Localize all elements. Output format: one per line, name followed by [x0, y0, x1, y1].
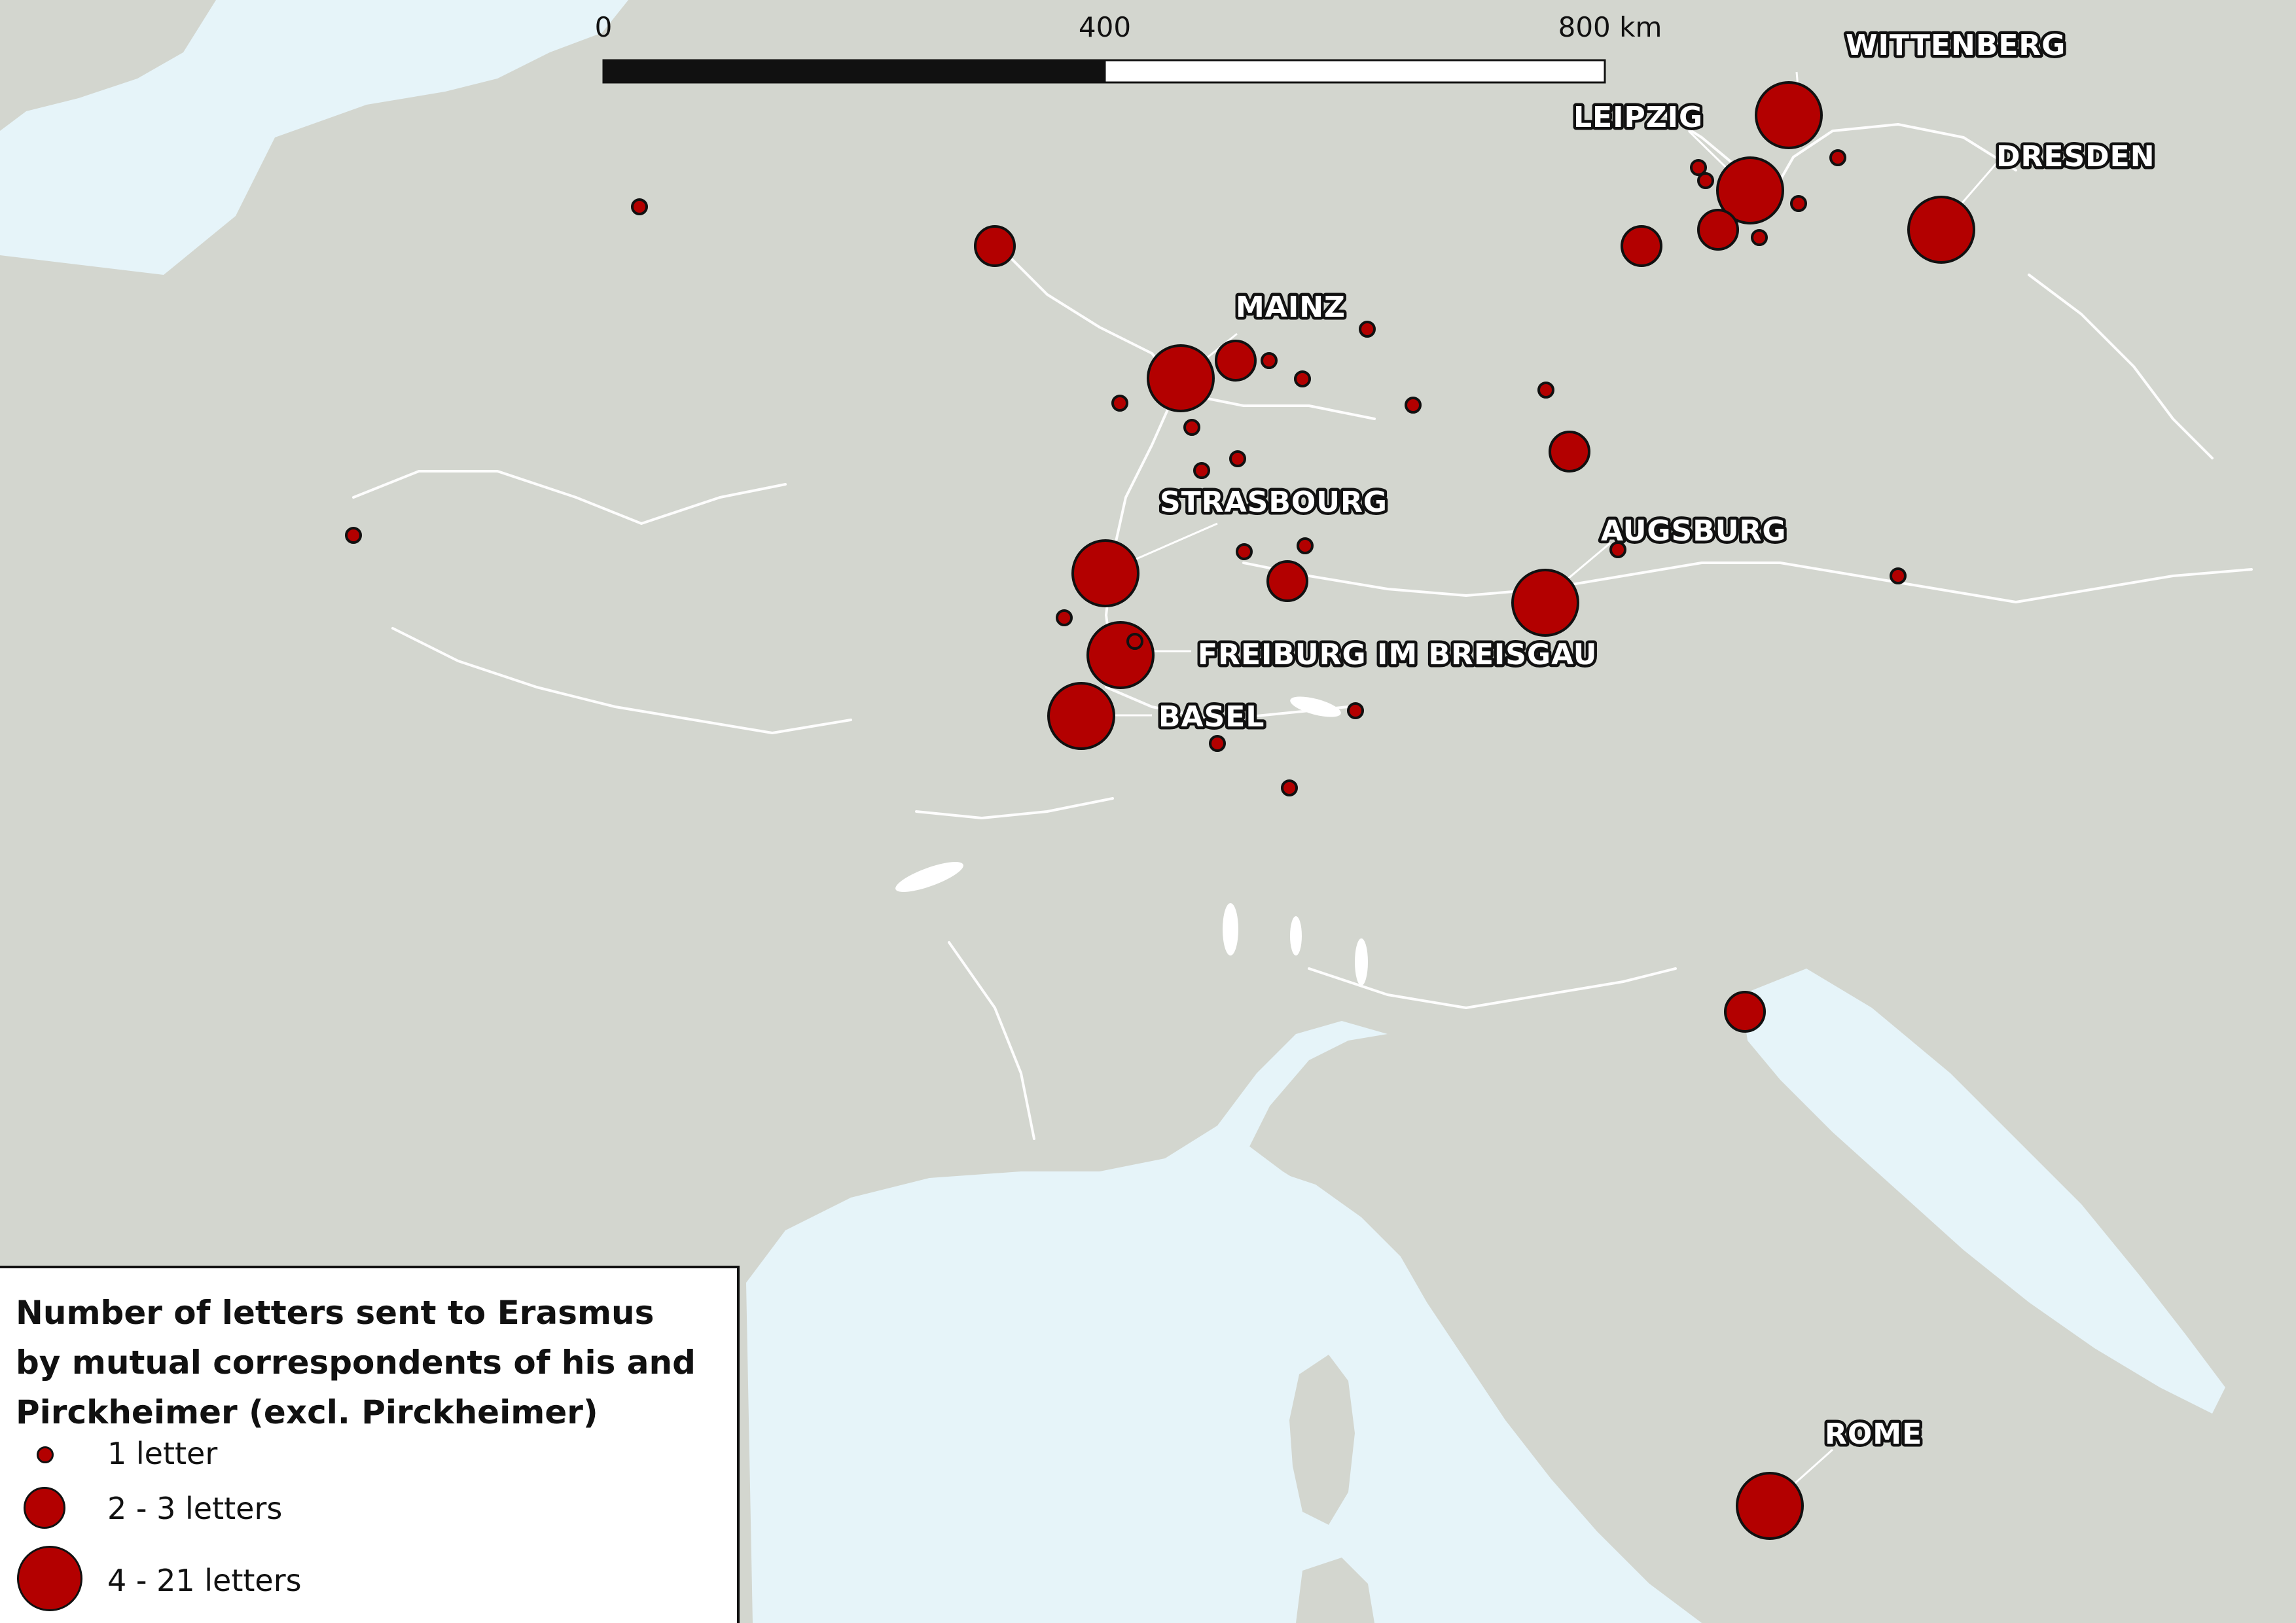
- marker-large[interactable]: [1071, 539, 1139, 607]
- city-label-freiburg: FREIBURG IM BREISGAU: [1198, 638, 1598, 671]
- marker-large[interactable]: [1047, 682, 1115, 750]
- scale-label-0: 0: [595, 11, 613, 43]
- marker-small[interactable]: [1297, 537, 1314, 554]
- marker-small[interactable]: [1609, 541, 1626, 558]
- city-label-rome: ROME: [1825, 1418, 1922, 1451]
- legend-title-line: Pirckheimer (excl. Pirckheimer): [16, 1393, 598, 1431]
- city-label-mainz: MAINZ: [1236, 291, 1346, 324]
- marker-small[interactable]: [631, 198, 648, 215]
- lakes: [895, 696, 1368, 986]
- sea-tyrrhenian: [746, 1132, 1702, 1623]
- city-label-dresden: DRESDEN: [1996, 140, 2155, 173]
- marker-medium[interactable]: [974, 225, 1016, 267]
- legend-row-small: 1 letter: [0, 1431, 720, 1489]
- city-label-leipzig: LEIPZIG: [1573, 101, 1703, 134]
- legend-symbol-large: [17, 1546, 82, 1611]
- scale-label-400: 400: [1079, 11, 1131, 43]
- marker-small[interactable]: [1359, 321, 1376, 338]
- legend-title-line: Number of letters sent to Erasmus: [16, 1294, 655, 1332]
- marker-medium[interactable]: [1549, 431, 1590, 473]
- legend-label-medium: 2 - 3 letters: [107, 1491, 283, 1526]
- marker-medium[interactable]: [1266, 560, 1308, 602]
- sea-adriatic: [1741, 969, 2225, 1414]
- legend-title-line: by mutual correspondents of his and: [16, 1344, 696, 1382]
- marker-large[interactable]: [1907, 196, 1975, 264]
- marker-medium[interactable]: [1697, 209, 1739, 251]
- marker-small[interactable]: [1537, 382, 1554, 399]
- city-labels: WITTENBERG LEIPZIG DRESDEN MAINZ STRASBO…: [1156, 26, 2158, 1454]
- marker-small[interactable]: [1405, 397, 1422, 414]
- marker-small[interactable]: [345, 527, 362, 544]
- marker-small[interactable]: [1751, 229, 1768, 246]
- marker-small[interactable]: [1829, 149, 1846, 166]
- legend-label-small: 1 letter: [107, 1436, 218, 1471]
- marker-large[interactable]: [1736, 1472, 1804, 1540]
- scale-bar: 0 400 800 km: [595, 11, 1662, 84]
- legend-symbol-small: [37, 1446, 54, 1463]
- marker-large[interactable]: [1755, 81, 1823, 149]
- legend-title: Number of letters sent to Erasmus by mut…: [16, 1288, 729, 1437]
- marker-medium[interactable]: [1621, 225, 1662, 267]
- marker-large[interactable]: [1086, 621, 1155, 689]
- marker-large[interactable]: [1511, 569, 1579, 637]
- marker-small[interactable]: [1347, 702, 1364, 719]
- marker-small[interactable]: [1183, 419, 1200, 436]
- city-label-augsburg: AUGSBURG: [1601, 514, 1787, 548]
- letter-markers: [345, 81, 1975, 1540]
- sea-channel: [0, 118, 216, 255]
- city-label-strasbourg: STRASBOURG: [1160, 486, 1388, 519]
- marker-small[interactable]: [1697, 172, 1714, 189]
- marker-small[interactable]: [1261, 352, 1278, 369]
- marker-small[interactable]: [1294, 370, 1311, 387]
- marker-small[interactable]: [1690, 159, 1707, 176]
- marker-small[interactable]: [1126, 633, 1143, 650]
- map-legend: Number of letters sent to Erasmus by mut…: [0, 1266, 740, 1623]
- island-sardinia: [1296, 1558, 1374, 1623]
- city-label-basel: BASEL: [1158, 700, 1265, 734]
- legend-label-large: 4 - 21 letters: [107, 1563, 302, 1598]
- marker-medium[interactable]: [1724, 991, 1766, 1033]
- marker-small[interactable]: [1890, 567, 1907, 584]
- marker-small[interactable]: [1790, 195, 1807, 212]
- marker-large[interactable]: [1716, 156, 1784, 224]
- legend-row-large: 4 - 21 letters: [0, 1539, 720, 1611]
- city-label-wittenberg: WITTENBERG: [1846, 29, 2066, 62]
- scale-bar-black-segment: [602, 59, 1106, 84]
- legend-symbol-medium: [24, 1487, 65, 1529]
- rivers: [352, 103, 2253, 1140]
- marker-small[interactable]: [1209, 735, 1226, 752]
- marker-small[interactable]: [1236, 543, 1253, 560]
- marker-large[interactable]: [1147, 344, 1215, 412]
- marker-small[interactable]: [1281, 779, 1298, 796]
- marker-small[interactable]: [1111, 395, 1128, 412]
- marker-small[interactable]: [1229, 450, 1246, 467]
- marker-medium[interactable]: [1215, 340, 1257, 382]
- scale-label-800: 800 km: [1558, 11, 1662, 43]
- island-corsica: [1289, 1355, 1355, 1525]
- scale-bar-white-segment: [1103, 59, 1606, 84]
- land-england: [0, 0, 216, 131]
- marker-small[interactable]: [1056, 609, 1073, 626]
- legend-row-medium: 2 - 3 letters: [0, 1482, 720, 1541]
- marker-small[interactable]: [1193, 462, 1210, 479]
